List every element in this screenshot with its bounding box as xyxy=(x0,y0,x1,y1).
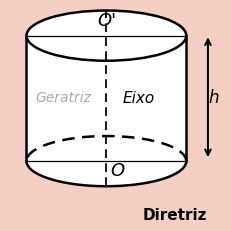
Text: h: h xyxy=(208,89,219,107)
Text: Eixo: Eixo xyxy=(122,91,155,106)
Polygon shape xyxy=(27,36,186,161)
Text: O': O' xyxy=(97,12,116,30)
Text: Geratriz: Geratriz xyxy=(35,91,91,105)
Text: Diretriz: Diretriz xyxy=(143,208,207,223)
Ellipse shape xyxy=(27,11,186,61)
Ellipse shape xyxy=(27,136,186,186)
Text: O: O xyxy=(111,162,125,180)
